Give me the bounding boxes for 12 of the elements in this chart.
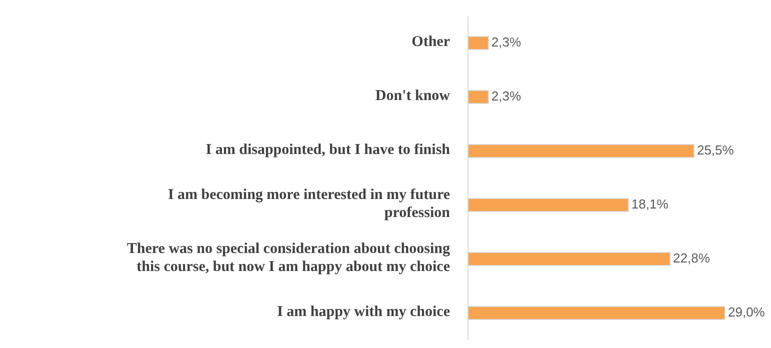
data-label: 22,8% <box>673 250 710 266</box>
data-label: 18,1% <box>631 196 669 212</box>
data-label: 2,3% <box>491 88 522 104</box>
y-tick-label: I am disappointed, but I have to finish <box>206 142 451 158</box>
y-tick-label: Don't know <box>375 88 450 104</box>
data-label: 29,0% <box>728 304 766 320</box>
y-tick-label: Other <box>412 34 450 50</box>
y-tick-label: There was no special consideration about choosing this course, but now I am happy about my choice <box>126 241 450 276</box>
y-tick-label: I am becoming more interested in my future profession <box>168 187 451 222</box>
y-tick-label: I am happy with my choice <box>277 304 450 320</box>
data-label: 25,5% <box>696 142 734 158</box>
data-label: 2,3% <box>491 34 522 50</box>
